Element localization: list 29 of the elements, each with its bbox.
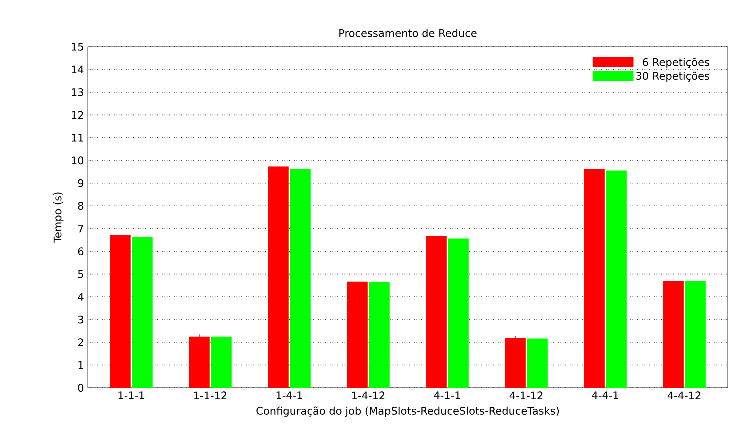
y-tick-label: 12 — [72, 111, 84, 120]
y-tick-label: 10 — [72, 156, 84, 165]
chart-title: Processamento de Reduce — [340, 29, 477, 38]
x-tick-label: 1-4-12 — [352, 392, 385, 400]
y-axis-title: Tempo (s) — [54, 192, 64, 244]
y-tick-label: 5 — [78, 270, 84, 278]
x-tick-label: 1-4-1 — [276, 392, 302, 400]
x-tick-label: 4-4-1 — [592, 392, 618, 400]
y-tick-label: 0 — [78, 384, 84, 392]
x-tick-label: 4-1-1 — [434, 392, 460, 400]
y-tick-label: 14 — [72, 66, 84, 74]
y-tick-label: 4 — [78, 293, 84, 301]
x-tick-label: 1-1-1 — [118, 392, 144, 400]
x-axis-title: Configuração do job (MapSlots-ReduceSlots-ReduceTasks) — [256, 406, 560, 418]
legend-label: 6 Repetições — [643, 58, 710, 68]
y-tick-label: 1 — [78, 361, 84, 370]
y-tick-label: 8 — [78, 202, 84, 210]
x-tick-label: 4-1-12 — [510, 392, 543, 400]
y-tick-label: 2 — [78, 338, 84, 346]
y-tick-label: 9 — [78, 179, 84, 188]
y-tick-label: 7 — [78, 225, 84, 233]
y-tick-label: 11 — [72, 134, 84, 142]
x-tick-label: 4-4-12 — [668, 392, 701, 400]
x-tick-label: 1-1-12 — [194, 392, 227, 400]
legend-label: 30 Repetições — [636, 72, 710, 82]
y-tick-label: 3 — [78, 316, 84, 324]
y-tick-label: 6 — [78, 248, 84, 256]
y-tick-label: 13 — [72, 88, 84, 96]
y-tick-label: 15 — [72, 43, 84, 51]
